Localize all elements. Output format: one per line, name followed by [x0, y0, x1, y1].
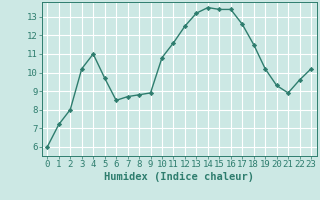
X-axis label: Humidex (Indice chaleur): Humidex (Indice chaleur): [104, 172, 254, 182]
